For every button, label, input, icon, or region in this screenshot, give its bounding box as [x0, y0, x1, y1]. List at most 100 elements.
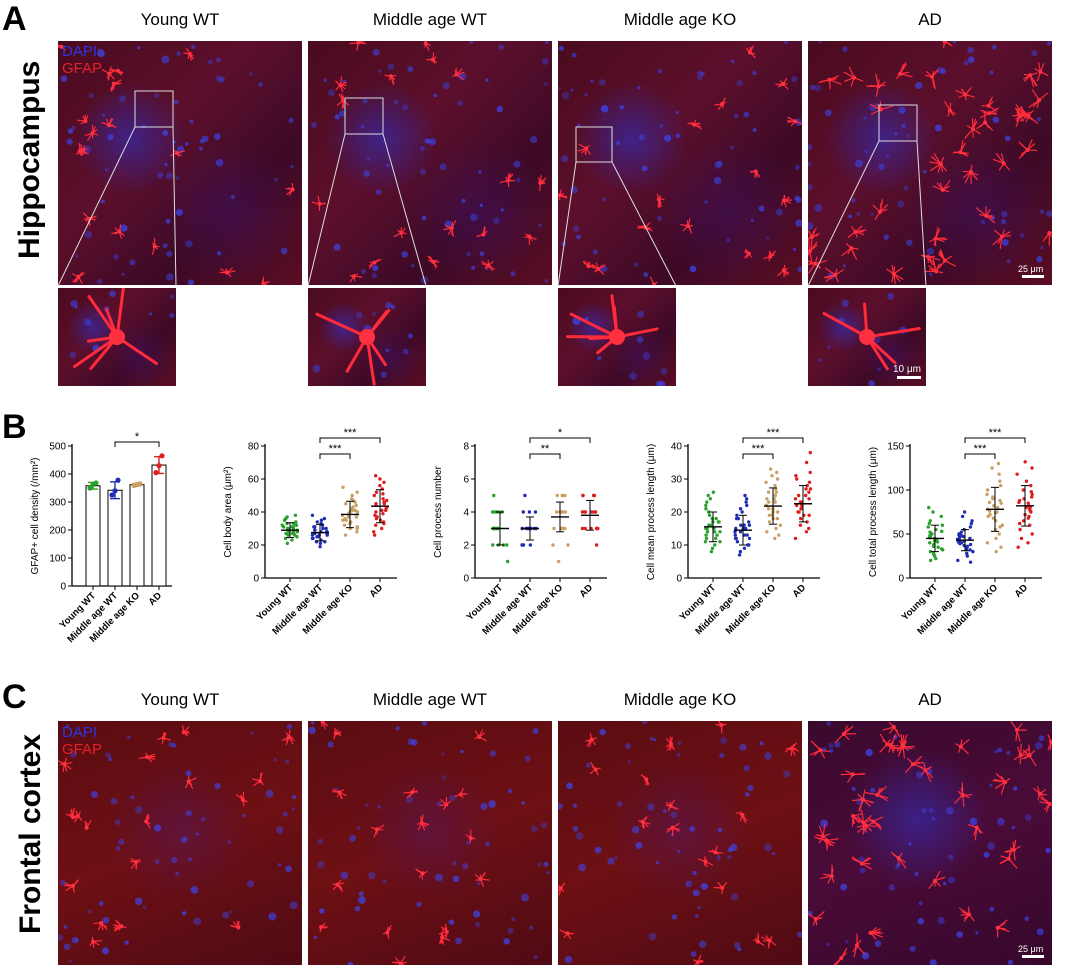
x-tick-label: AD: [578, 582, 596, 600]
data-point: [1021, 519, 1026, 523]
data-point: [744, 497, 749, 501]
data-point: [965, 554, 970, 558]
data-point: [709, 549, 714, 554]
data-point: [994, 536, 998, 541]
data-point: [959, 530, 963, 534]
y-axis-label: Cell mean process length (μm): [646, 444, 657, 580]
data-point: [355, 525, 360, 529]
data-point: [290, 538, 294, 542]
tissue-texture: [58, 724, 298, 963]
y-tick-label: 4: [463, 508, 469, 519]
data-point: [934, 556, 938, 561]
data-point: [381, 497, 385, 501]
data-point: [744, 500, 748, 504]
y-tick-label: 6: [463, 475, 469, 486]
data-point: [153, 470, 159, 476]
scalebar-a-main: [1022, 275, 1044, 278]
data-point: [1016, 545, 1020, 549]
data-point: [807, 526, 811, 531]
data-point: [803, 493, 808, 498]
data-point: [773, 483, 777, 488]
data-point: [709, 523, 713, 527]
data-point: [998, 483, 1003, 488]
data-point: [137, 481, 143, 487]
data-point: [767, 520, 772, 524]
data-point: [1017, 521, 1022, 526]
data-point: [968, 536, 972, 541]
significance-bracket: [964, 453, 996, 459]
scalebar-c-main: [1022, 955, 1044, 958]
data-point: [706, 510, 711, 514]
data-point: [373, 474, 378, 478]
data-point: [767, 513, 772, 517]
legend-dapi-a: DAPI: [62, 43, 98, 60]
data-point: [374, 490, 379, 494]
data-point: [777, 533, 781, 537]
bar: [107, 489, 123, 587]
data-point: [355, 490, 359, 494]
data-point: [533, 510, 538, 514]
data-point: [971, 549, 975, 554]
data-point: [928, 558, 933, 563]
data-point: [927, 521, 932, 526]
data-point: [747, 536, 752, 541]
data-point: [491, 543, 495, 547]
data-point: [735, 540, 740, 544]
data-point: [115, 477, 121, 483]
data-point: [325, 533, 329, 537]
data-point: [991, 516, 995, 520]
data-point: [743, 493, 747, 498]
data-point: [737, 553, 742, 557]
legend-gfap-c: GFAP: [62, 741, 103, 758]
data-point: [291, 531, 296, 536]
tissue-texture: [69, 288, 175, 371]
data-point: [961, 534, 966, 539]
data-point: [87, 485, 93, 491]
data-point: [807, 480, 812, 484]
data-point: [112, 488, 118, 494]
data-point: [344, 518, 348, 522]
data-point: [311, 536, 315, 541]
data-point: [793, 497, 798, 501]
data-point: [768, 467, 773, 471]
tissue-texture: [558, 721, 802, 965]
legend-dapi-c: DAPI: [62, 724, 98, 741]
y-tick-label: 30: [671, 475, 683, 486]
scalebar-a-inset-label: 10 μm: [893, 364, 921, 375]
col-title-c-young-wt: Young WT: [140, 690, 220, 709]
data-point: [970, 519, 974, 523]
data-point: [708, 497, 713, 501]
data-point: [715, 533, 719, 537]
y-tick-label: 0: [253, 574, 259, 585]
data-point: [739, 523, 743, 527]
data-point: [774, 490, 778, 494]
data-point: [745, 533, 749, 537]
data-point: [351, 505, 355, 509]
data-point: [956, 558, 960, 563]
data-point: [156, 463, 162, 469]
data-point: [315, 520, 319, 524]
data-point: [808, 470, 812, 475]
data-point: [560, 510, 565, 514]
data-point: [342, 523, 347, 527]
panel-letter-b: B: [2, 408, 27, 446]
data-point: [373, 523, 378, 527]
col-title-a-young-wt: Young WT: [140, 10, 220, 29]
data-point: [738, 530, 743, 534]
data-point: [964, 547, 969, 551]
x-tick-label: AD: [791, 582, 809, 600]
tissue-texture: [566, 294, 668, 386]
bar: [151, 464, 167, 587]
data-point: [1030, 495, 1034, 499]
data-point: [985, 541, 990, 545]
data-point: [560, 526, 565, 531]
data-point: [556, 559, 561, 564]
significance-bracket: [742, 453, 774, 459]
data-point: [384, 498, 389, 503]
data-point: [551, 543, 555, 547]
data-point: [928, 534, 933, 539]
data-point: [718, 530, 722, 534]
data-point: [928, 530, 932, 534]
data-point: [712, 530, 717, 534]
data-point: [798, 516, 803, 521]
